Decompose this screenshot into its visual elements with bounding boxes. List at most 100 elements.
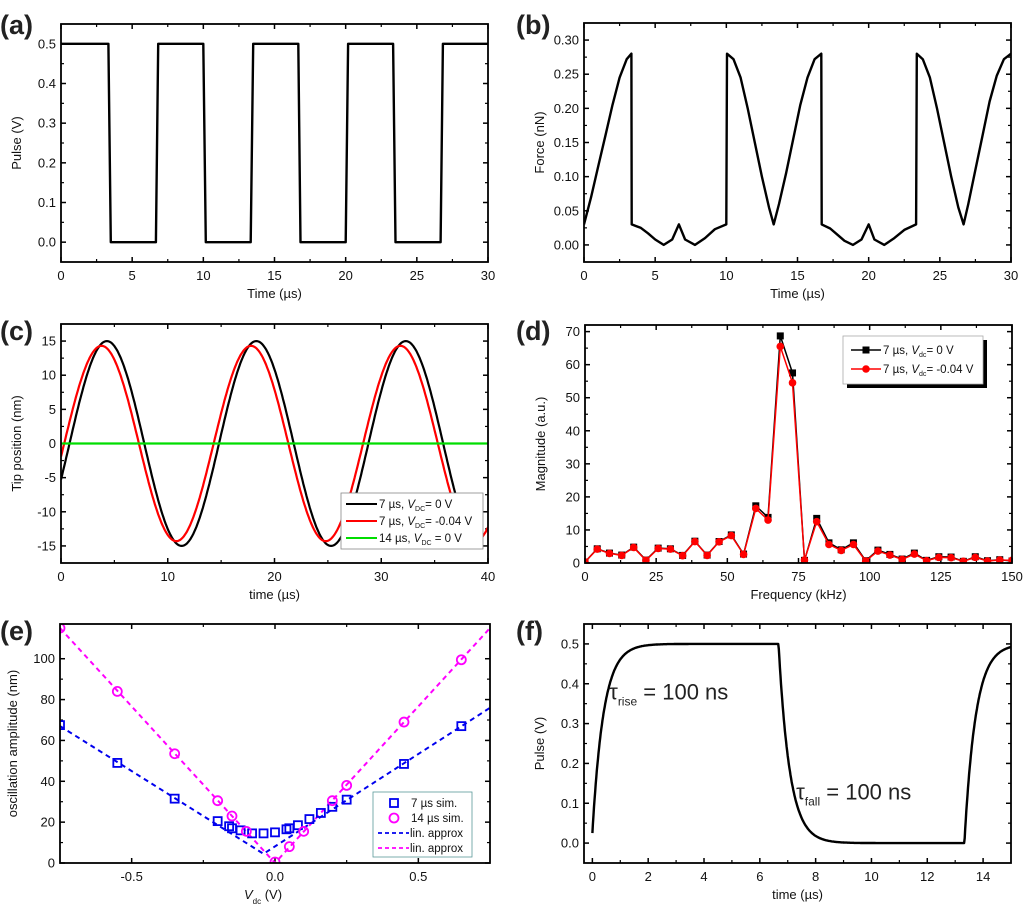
legend-suffix: = -0.04 V (926, 364, 973, 376)
x-tick-label: 30 (1004, 268, 1018, 283)
data-point-square (341, 794, 352, 805)
x-tick-label: 100 (859, 569, 881, 584)
data-point-circle (715, 538, 723, 546)
x-tick-label: 30 (481, 268, 495, 283)
legend-suffix: = 0 V (432, 533, 463, 545)
data-point-circle (947, 553, 955, 562)
x-axis-title: Time (µs) (247, 286, 302, 301)
legend-var: V (911, 345, 920, 357)
data-point-square (235, 825, 246, 836)
x-tick-label: 0 (57, 268, 64, 283)
plot-frame (583, 22, 1012, 263)
data-point-circle (1008, 556, 1012, 563)
x-tick-label: 8 (812, 869, 819, 884)
panel-label: (b) (516, 10, 550, 40)
plot-area (591, 642, 1011, 845)
data-point-square (247, 828, 257, 839)
y-axis-title: Pulse (V) (532, 717, 547, 770)
y-axis-title: Force (nN) (532, 111, 547, 173)
data-point-circle (212, 795, 224, 807)
legend-suffix: = 0 V (425, 499, 453, 511)
data-point-square (224, 821, 235, 832)
y-tick-label: 0.25 (554, 67, 579, 82)
y-tick-label: 60 (41, 733, 55, 748)
y-tick-label: 0 (48, 856, 55, 871)
plot-area (584, 52, 1011, 247)
legend-label: 14 µs, VDC = 0 V (379, 533, 462, 547)
data-point-circle (455, 654, 467, 666)
legend-label: 7 µs, VDC= 0 V (379, 499, 453, 513)
x-tick-label: 75 (791, 569, 805, 584)
panel-label: (d) (516, 316, 550, 346)
y-tick-label: 0.2 (38, 155, 56, 170)
y-tick-label: 0.10 (554, 169, 579, 184)
legend-marker-circle (862, 365, 870, 373)
legend-label: 7 µs, VDC= -0.04 V (379, 516, 472, 530)
y-tick-label: 0.3 (38, 116, 56, 131)
data-point-circle (739, 550, 748, 559)
y-axis-title: Pulse (V) (9, 116, 24, 169)
y-tick-label: 0.5 (38, 36, 56, 51)
y-tick-label: 0.1 (561, 796, 579, 811)
y-tick-label: 0.00 (554, 237, 579, 252)
data-point-square (169, 793, 180, 804)
x-axis-title: Frequency (kHz) (750, 587, 846, 602)
data-point-square (293, 820, 303, 831)
data-point-circle (398, 716, 410, 728)
data-point-square (327, 801, 338, 812)
y-tick-label: 70 (566, 324, 580, 339)
x-axis-var: V (244, 887, 254, 902)
data-point-circle (971, 553, 980, 562)
x-tick-label: 2 (645, 869, 652, 884)
plot-area (61, 42, 488, 244)
data-point-square (456, 721, 467, 732)
legend-var: V (911, 364, 920, 376)
plot-frame (59, 623, 491, 864)
data-point-circle (886, 551, 894, 559)
data-point-circle (269, 856, 281, 863)
x-tick-label: 10 (864, 869, 878, 884)
data-point-circle (874, 547, 882, 555)
annotation-text: = 100 ns (820, 779, 911, 804)
legend-marker-circle (388, 812, 400, 824)
x-tick-label: 4 (700, 869, 707, 884)
y-axis-title: Tip position (nm) (9, 395, 24, 491)
annotation-sub: rise (618, 695, 638, 709)
y-tick-label: 0.15 (554, 135, 579, 150)
legend-label: 7 µs, Vdc= 0 V (883, 345, 954, 359)
data-point-square (776, 332, 784, 340)
series-line (61, 340, 458, 548)
data-point-circle (617, 551, 626, 560)
data-point-square (212, 816, 223, 827)
data-point-circle (703, 551, 711, 560)
legend-var: V (414, 533, 423, 545)
data-point-circle (849, 540, 858, 549)
data-point-square (270, 827, 280, 838)
panel-c: (c) 0 10 20 30 40 -15 -10 -5 0 5 10 15 time (µs) Tip p… (0, 316, 495, 602)
x-tick-label: 6 (756, 869, 763, 884)
y-tick-label: 0.1 (38, 195, 56, 210)
y-tick-label: 30 (566, 456, 580, 471)
y-tick-label: 10 (566, 522, 580, 537)
panel-f: (f) 0 2 4 6 8 10 12 14 0.0 0.1 0.2 0.3 0.4 0.5 time (µs… (516, 616, 1012, 902)
data-point-circle (776, 342, 785, 351)
plot-frame (60, 323, 489, 564)
data-point-circle (642, 556, 650, 563)
y-axis-title: Magnitude (a.u.) (533, 397, 548, 492)
x-tick-label: 20 (267, 569, 281, 584)
x-tick-label: 30 (374, 569, 388, 584)
panel-a: (a) 0 5 10 15 20 25 30 0.0 0.1 0.2 0.3 0.4 0.5 Time (µ… (0, 10, 495, 301)
data-point-square (789, 369, 797, 377)
y-tick-label: 0.05 (554, 203, 579, 218)
panel-b: (b) 0 5 10 15 20 25 30 0.00 0.05 0.10 0.15 0.20 0.25 0… (516, 10, 1018, 301)
data-point-circle (861, 557, 870, 563)
x-tick-label: 15 (790, 268, 804, 283)
series-line-pulse (61, 42, 488, 244)
annotation-fall: τfall = 100 ns (796, 779, 911, 808)
x-tick-label: 0 (57, 569, 64, 584)
legend-sub: DC (421, 540, 431, 547)
data-point-circle (983, 557, 992, 563)
y-tick-label: 0.4 (561, 676, 579, 691)
x-tick-label: 0 (580, 268, 587, 283)
annotation-sub: fall (805, 794, 820, 808)
